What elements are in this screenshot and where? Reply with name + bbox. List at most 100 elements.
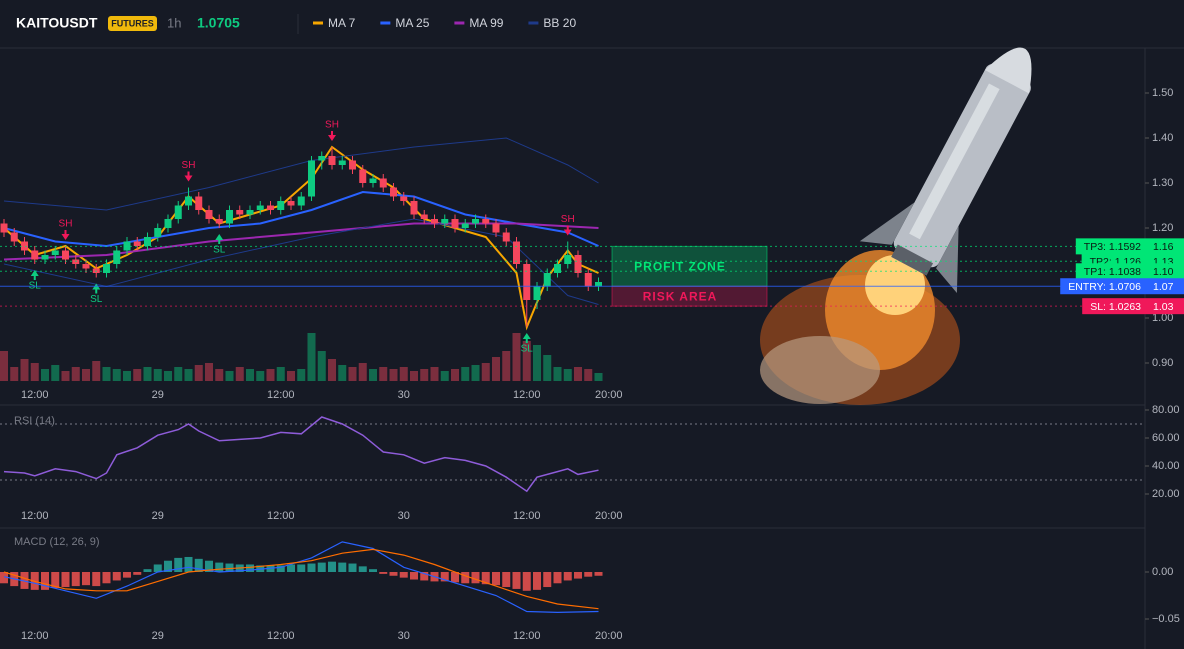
macd-bar: [287, 564, 295, 572]
candle-body: [513, 241, 520, 264]
candle-body: [144, 237, 151, 246]
badge: FUTURES: [111, 18, 154, 28]
volume-bar: [112, 369, 121, 381]
candle-body: [246, 210, 254, 215]
volume-bar: [235, 367, 244, 381]
candle-body: [10, 232, 18, 242]
volume-bar: [143, 367, 152, 381]
candle-body: [502, 232, 510, 242]
macd-bar: [297, 564, 306, 572]
level-axis-label: 1.03: [1153, 301, 1174, 313]
volume-bar: [584, 369, 593, 381]
zone-label: RISK AREA: [643, 289, 718, 303]
candle-body: [133, 241, 141, 246]
candle-body: [287, 201, 295, 206]
x-tick-label: 29: [152, 630, 164, 642]
pivot-label: SL: [90, 294, 103, 305]
volume-bar: [492, 357, 500, 381]
pivot-arrow: [184, 171, 193, 182]
x-tick-label: 12:00: [513, 510, 541, 522]
candle-body: [574, 255, 582, 273]
macd-bar: [276, 565, 285, 572]
volume-bar: [61, 371, 70, 381]
candle-body: [308, 160, 315, 197]
legend-label: BB 20: [543, 16, 576, 30]
candle-body: [533, 286, 541, 300]
level-name-bg: [1082, 298, 1145, 315]
pivot-arrow: [522, 333, 531, 343]
volume-bar: [471, 365, 480, 381]
pivot-arrow: [328, 131, 336, 141]
zone-box: [612, 246, 767, 287]
candle-body: [451, 219, 459, 228]
candle-body: [92, 268, 100, 273]
macd-bar: [553, 572, 562, 584]
candle-body: [195, 196, 203, 210]
candle-body: [31, 250, 39, 260]
interval: 1h: [167, 15, 181, 30]
volume-bar: [369, 369, 377, 381]
pivot-arrow: [30, 270, 39, 280]
macd-bar: [328, 561, 336, 572]
candle-body: [472, 219, 479, 224]
volume-bar: [338, 365, 347, 381]
volume-bar: [82, 369, 90, 381]
candle-body: [595, 282, 602, 287]
candle-body: [113, 250, 121, 264]
legend-label: MA 99: [469, 16, 503, 30]
candle-body: [164, 219, 172, 228]
volume-bar: [399, 367, 408, 381]
pivot-arrow: [92, 283, 101, 294]
volume-bar: [174, 367, 183, 381]
candle-body: [543, 273, 551, 287]
candle-body: [226, 210, 233, 224]
candle-body: [103, 264, 110, 273]
y-tick-label: 1.50: [1152, 87, 1173, 99]
x-tick-label: 12:00: [267, 389, 295, 401]
x-tick-label: 29: [152, 389, 164, 401]
macd-bar: [389, 572, 398, 576]
volume-bar: [30, 363, 39, 381]
macd-bar: [440, 572, 449, 582]
macd-bar: [0, 572, 8, 584]
volume-bar: [215, 369, 224, 381]
x-tick-label: 12:00: [267, 510, 295, 522]
volume-bar: [287, 371, 295, 381]
candle-body: [62, 250, 69, 260]
volume-bar: [553, 367, 562, 381]
panel-title: MACD (12, 26, 9): [14, 536, 100, 548]
candle-body: [205, 210, 213, 219]
level-axis-bg: [1145, 238, 1184, 255]
x-tick-label: 12:00: [513, 630, 541, 642]
x-tick-label: 12:00: [21, 510, 49, 522]
pivot-arrow: [563, 225, 572, 236]
candle-body: [400, 196, 408, 201]
volume-bar: [41, 369, 49, 381]
macd-bar: [174, 557, 183, 572]
volume-bar: [410, 371, 418, 381]
macd-bar: [492, 572, 500, 586]
candle-body: [21, 241, 28, 251]
candle-body: [185, 196, 192, 206]
macd-bar: [205, 560, 213, 572]
macd-bar: [481, 572, 490, 585]
candle-body: [256, 205, 264, 210]
candle-body: [369, 178, 377, 183]
volume-bar: [71, 367, 80, 381]
y-tick-label: 20.00: [1152, 488, 1180, 500]
level-axis-label: 1.07: [1153, 281, 1174, 293]
x-tick-label: 20:00: [595, 510, 623, 522]
volume-bar: [51, 365, 60, 381]
level-name: TP3: 1.1592: [1084, 241, 1141, 253]
pivot-label: SH: [325, 120, 339, 131]
macd-bar: [461, 572, 470, 584]
macd-bar: [225, 563, 234, 572]
macd-bar: [512, 572, 521, 589]
macd-bar: [584, 572, 593, 577]
y-tick-label: 1.30: [1152, 177, 1173, 189]
level-name-bg: [1075, 238, 1145, 255]
x-tick-label: 12:00: [267, 630, 295, 642]
macd-bar: [543, 572, 552, 588]
volume-bar: [246, 369, 254, 381]
